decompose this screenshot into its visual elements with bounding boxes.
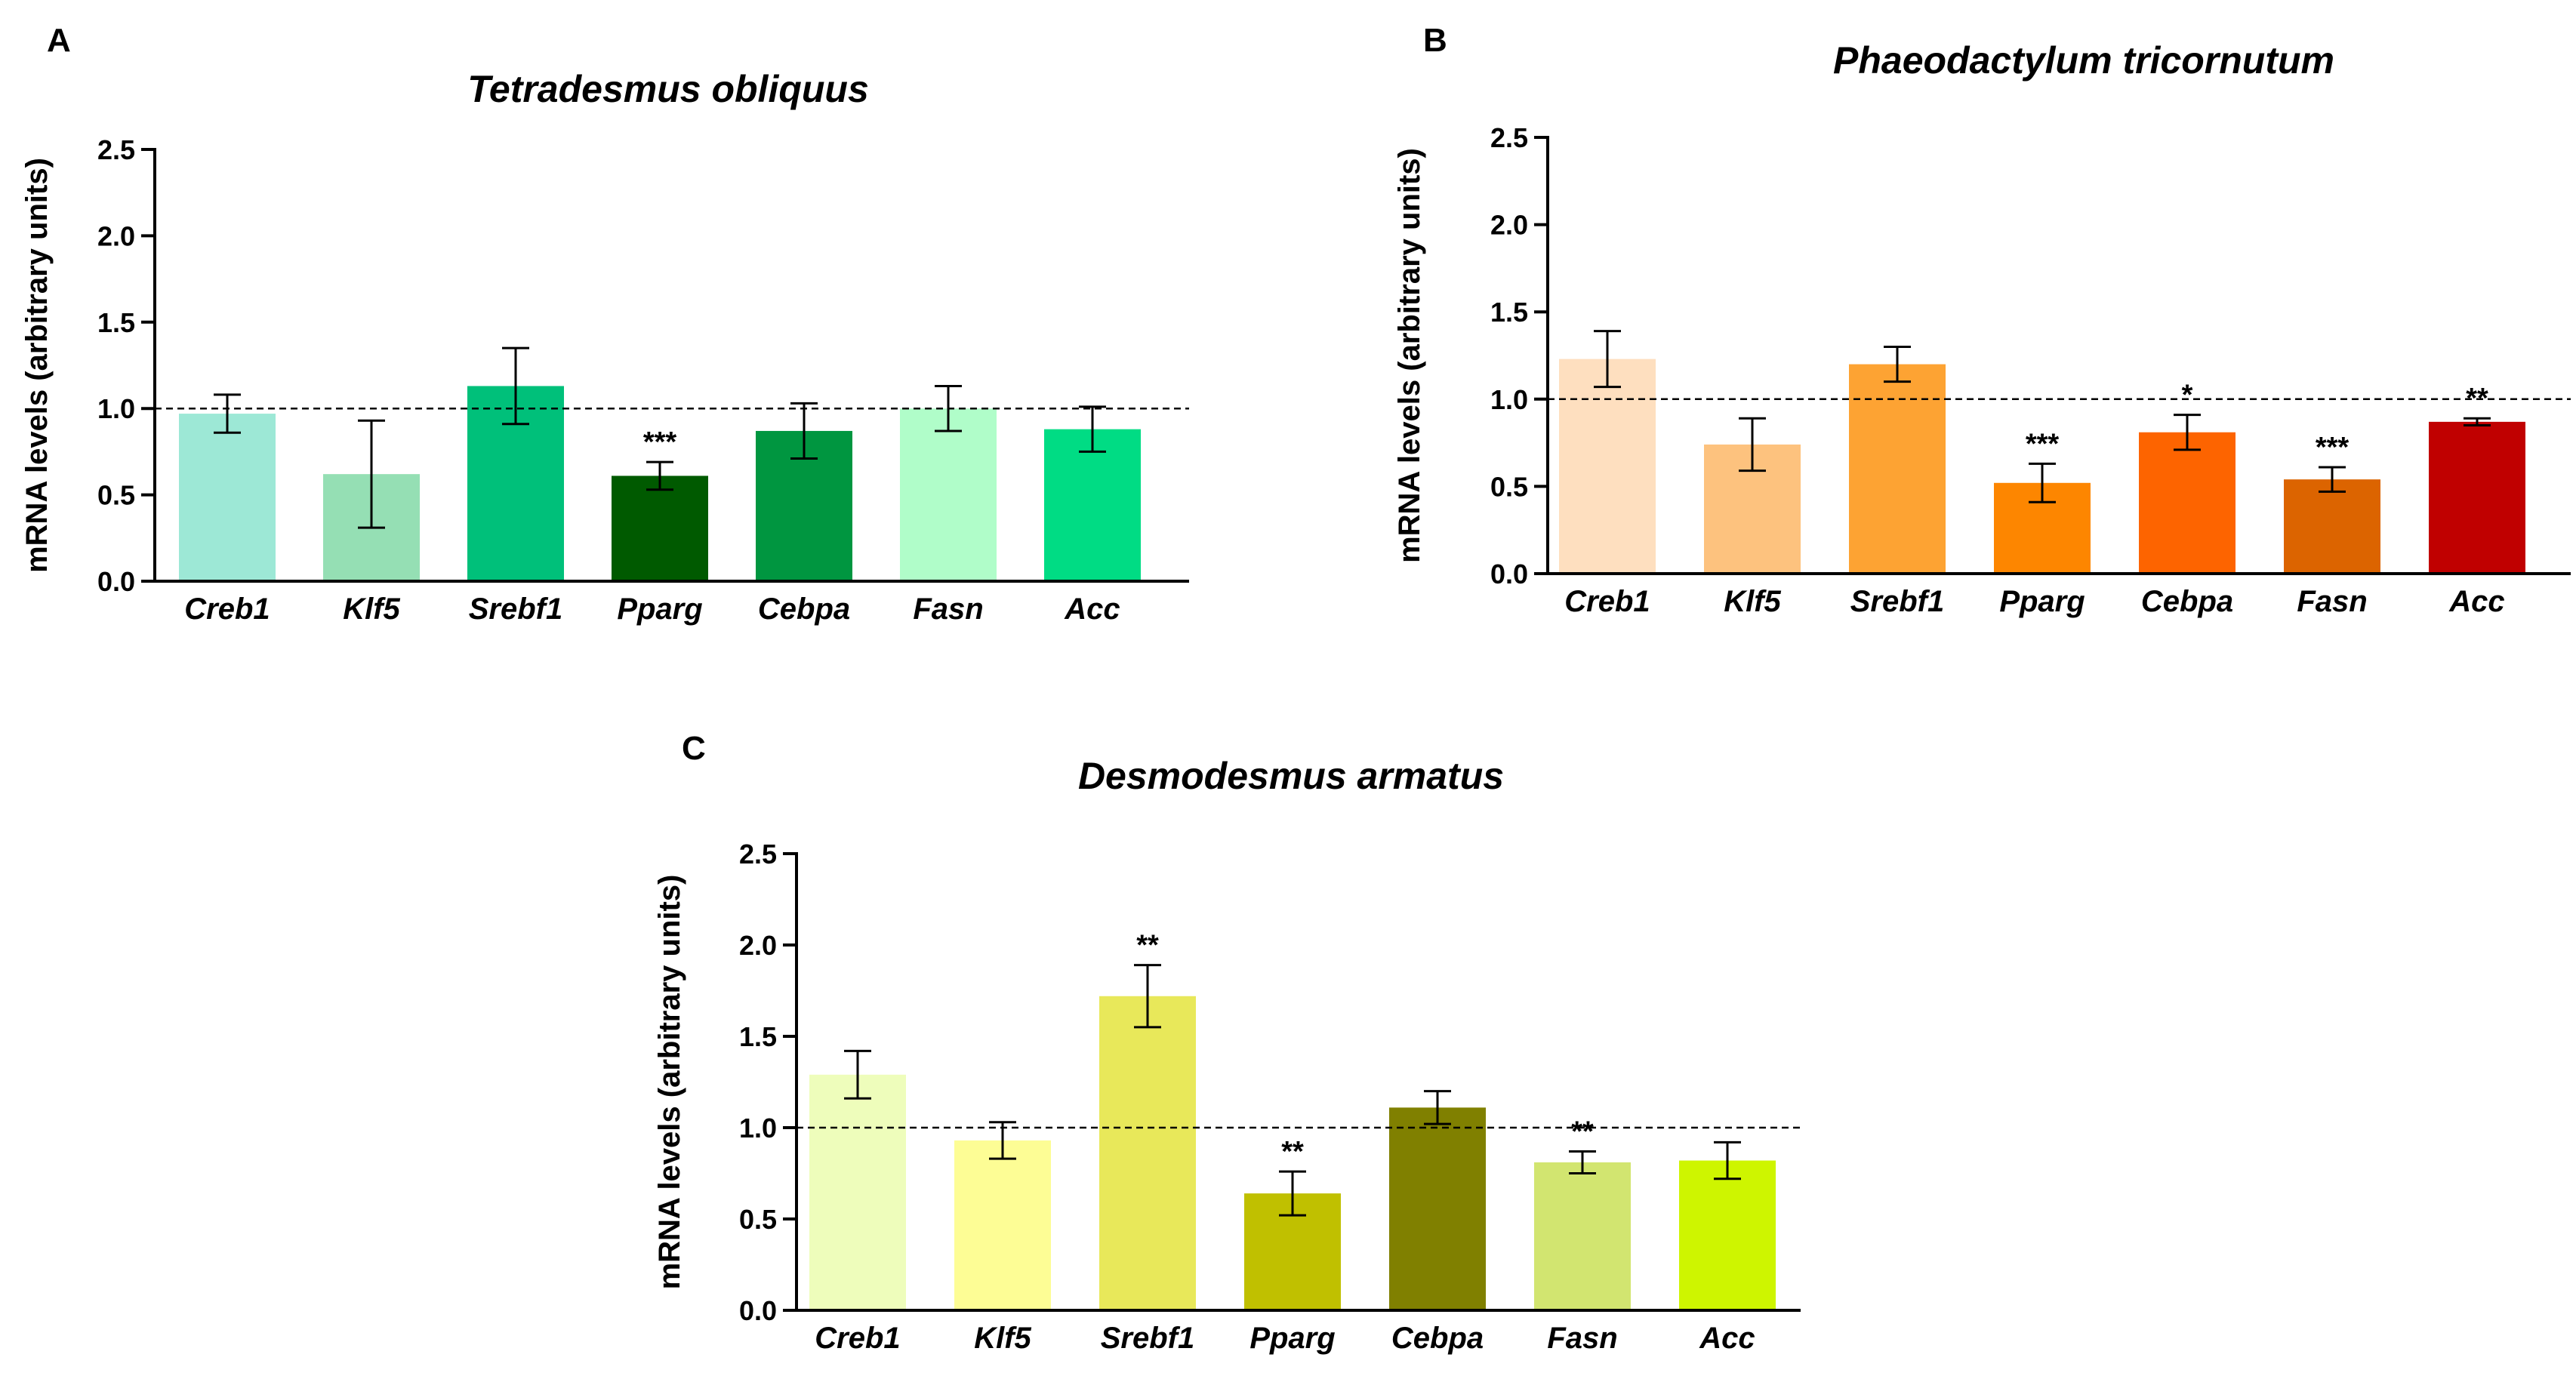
error-bar — [1424, 1090, 1451, 1125]
x-tick-label: Pparg — [1999, 585, 2085, 618]
bar-acc — [2429, 421, 2525, 574]
y-tick-label: 2.0 — [1490, 210, 1528, 241]
chart-title: Phaeodactylum tricornutum — [1833, 39, 2334, 82]
error-bar — [1569, 1150, 1596, 1174]
x-tick-label: Fasn — [913, 593, 983, 626]
significance-marker: *** — [2026, 428, 2060, 460]
significance-marker: ** — [1281, 1136, 1304, 1168]
bar-srebf1 — [1099, 996, 1196, 1310]
x-tick-label: Klf5 — [343, 593, 400, 626]
error-bar — [1594, 330, 1621, 389]
error-bar — [214, 393, 241, 434]
y-tick-label: 0.5 — [1490, 471, 1528, 502]
y-tick-label: 1.5 — [97, 307, 135, 338]
x-tick-label: Cebpa — [1391, 1322, 1484, 1355]
x-tick-label: Acc — [2448, 585, 2504, 618]
x-tick-label: Srebf1 — [1101, 1322, 1195, 1355]
error-bar — [502, 346, 529, 426]
y-axis-label: mRNA levels (arbitrary units) — [1393, 148, 1426, 563]
y-tick-label: 1.0 — [739, 1113, 777, 1144]
error-bar — [646, 460, 673, 491]
x-tick-label: Creb1 — [815, 1322, 900, 1355]
error-bar — [1714, 1140, 1741, 1180]
panel-letter: B — [1423, 22, 1447, 59]
bar-fasn — [1534, 1162, 1631, 1310]
error-bar — [358, 419, 385, 529]
bar-fasn — [900, 408, 997, 581]
significance-marker: ** — [1571, 1116, 1594, 1147]
x-tick-label: Fasn — [2297, 585, 2367, 618]
error-bar — [1279, 1170, 1306, 1217]
bar-cebpa — [1389, 1107, 1486, 1310]
bar-srebf1 — [1849, 364, 1946, 574]
error-bar — [1079, 405, 1106, 453]
bar-pparg — [612, 476, 708, 581]
bar-creb1 — [809, 1074, 906, 1310]
y-tick-label: 1.5 — [1490, 297, 1528, 328]
significance-marker: *** — [643, 426, 677, 458]
significance-marker: * — [2182, 380, 2193, 411]
y-tick-label: 2.0 — [739, 930, 777, 961]
y-tick-label: 2.5 — [97, 134, 135, 165]
x-tick-label: Srebf1 — [469, 593, 563, 626]
x-tick-label: Cebpa — [758, 593, 850, 626]
panel-letter: A — [47, 22, 71, 59]
error-bar — [844, 1049, 871, 1100]
y-tick-label: 1.0 — [97, 393, 135, 424]
y-tick-label: 0.0 — [739, 1295, 777, 1326]
bar-acc — [1679, 1160, 1776, 1310]
y-tick-label: 0.0 — [97, 566, 135, 597]
x-tick-label: Pparg — [1249, 1322, 1335, 1355]
bar-creb1 — [179, 414, 276, 581]
y-axis-label: mRNA levels (arbitrary units) — [653, 875, 686, 1290]
x-tick-label: Acc — [1064, 593, 1120, 626]
x-tick-label: Klf5 — [974, 1322, 1031, 1355]
error-bar — [2319, 466, 2346, 493]
bar-klf5 — [954, 1140, 1051, 1310]
x-tick-label: Klf5 — [1724, 585, 1781, 618]
error-bar — [2174, 414, 2201, 451]
chart-title: Desmodesmus armatus — [1078, 755, 1504, 797]
chart-title: Tetradesmus obliquus — [467, 68, 869, 110]
panel-b-chart: B Phaeodactylum tricornutum mRNA levels (a… — [1393, 22, 2571, 618]
y-tick-label: 2.0 — [97, 220, 135, 251]
y-tick-label: 1.5 — [739, 1021, 777, 1052]
bar-creb1 — [1559, 359, 1656, 574]
significance-marker: ** — [1136, 930, 1159, 962]
x-tick-label: Creb1 — [184, 593, 270, 626]
y-tick-label: 0.0 — [1490, 559, 1528, 589]
panel-a-chart: A Tetradesmus obliquus mRNA levels (arbitr… — [20, 22, 1189, 626]
y-tick-label: 2.5 — [739, 839, 777, 870]
bar-fasn — [2284, 479, 2380, 574]
x-tick-label: Creb1 — [1564, 585, 1650, 618]
significance-marker: *** — [2316, 432, 2350, 463]
error-bar — [2029, 462, 2056, 503]
x-tick-label: Srebf1 — [1850, 585, 1945, 618]
bar-cebpa — [2139, 432, 2236, 574]
y-tick-label: 1.0 — [1490, 384, 1528, 415]
y-tick-label: 2.5 — [1490, 122, 1528, 153]
x-tick-label: Pparg — [617, 593, 702, 626]
error-bar — [2464, 417, 2491, 426]
bar-acc — [1044, 429, 1141, 581]
panel-letter: C — [682, 730, 706, 767]
error-bar — [1884, 345, 1911, 383]
x-tick-label: Cebpa — [2141, 585, 2233, 618]
y-tick-label: 0.5 — [739, 1204, 777, 1235]
y-tick-label: 0.5 — [97, 480, 135, 511]
y-axis-label: mRNA levels (arbitrary units) — [20, 158, 54, 573]
panel-c-chart: C Desmodesmus armatus mRNA levels (arbitra… — [653, 730, 1801, 1355]
error-bar — [790, 402, 818, 460]
x-tick-label: Fasn — [1547, 1322, 1617, 1355]
x-tick-label: Acc — [1699, 1322, 1755, 1355]
error-bar — [1134, 964, 1161, 1029]
error-bar — [1739, 417, 1766, 472]
